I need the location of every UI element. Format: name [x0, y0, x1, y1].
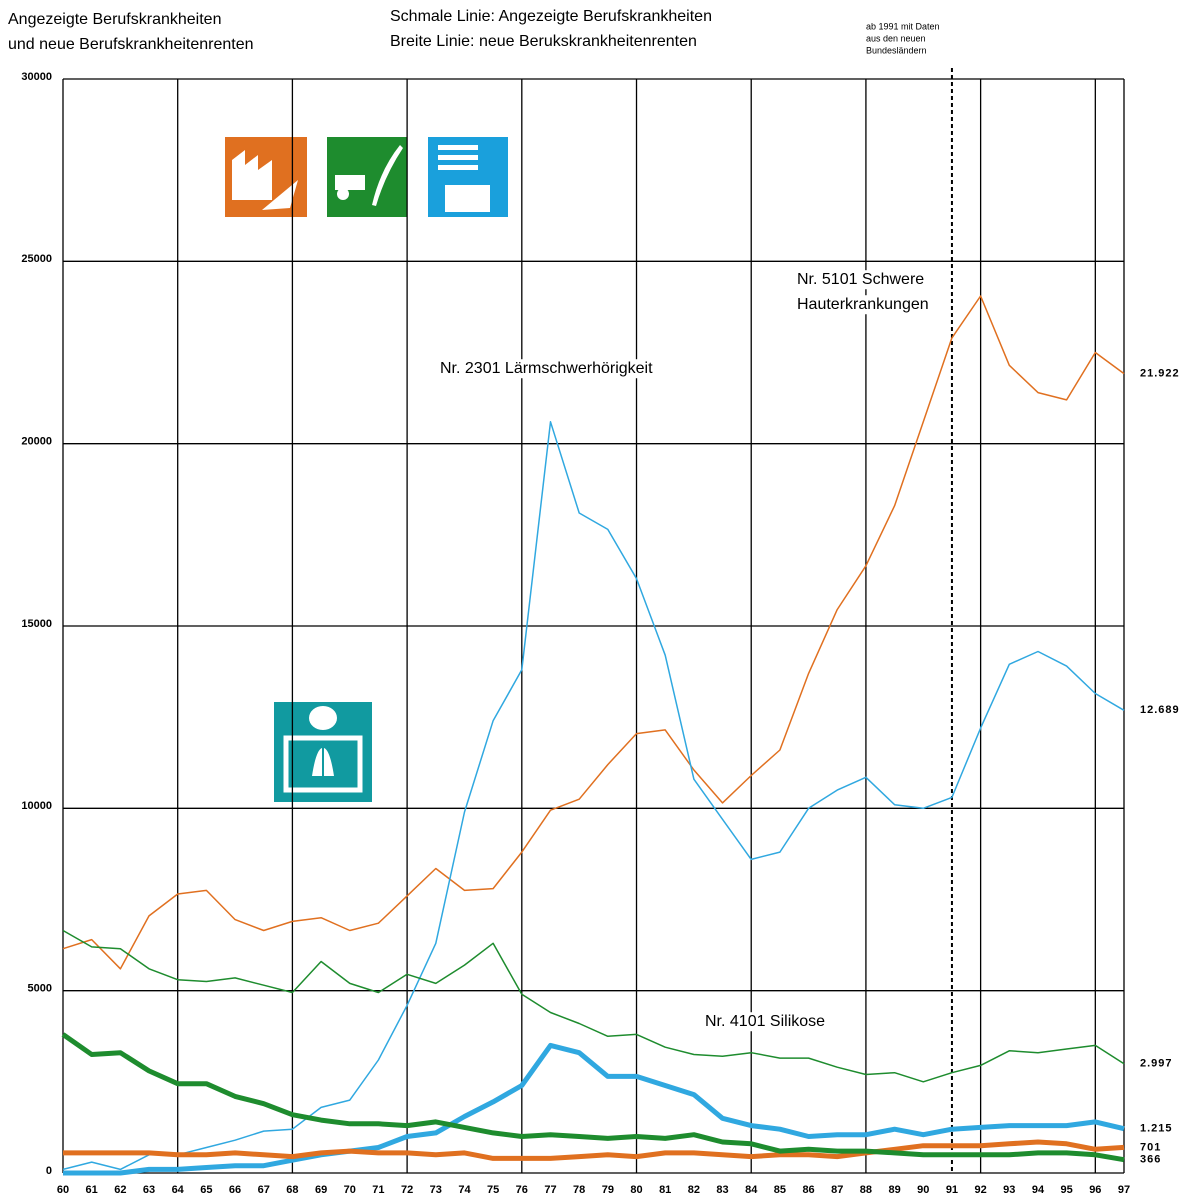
x-tick-label: 89: [888, 1184, 900, 1196]
y-tick-label: 20000: [21, 436, 52, 448]
agriculture-glyph: [335, 145, 403, 206]
x-tick-label: 70: [344, 1184, 356, 1196]
annotation: Nr. 4101 Silikose: [705, 1013, 825, 1030]
x-tick-label: 81: [659, 1184, 671, 1196]
annotation-bg: [702, 1012, 829, 1032]
chart-subtitle: Breite Linie: neue Berukskrankheitenrent…: [390, 33, 697, 50]
y-tick-label: 30000: [21, 71, 52, 83]
series-line: [62, 929, 1125, 1083]
x-tick-label: 73: [430, 1184, 442, 1196]
x-tick-label: 63: [143, 1184, 155, 1196]
x-tick-label: 80: [630, 1184, 642, 1196]
y-tick-label: 5000: [28, 983, 52, 995]
y-tick-label: 10000: [21, 800, 52, 812]
x-tick-label: 62: [114, 1184, 126, 1196]
annotation-bg: [437, 359, 657, 379]
x-tick-label: 74: [458, 1184, 471, 1196]
x-tick-label: 67: [258, 1184, 270, 1196]
end-label: 21.922: [1140, 367, 1180, 379]
plot: 0 5000 10000 15000 20000 25000 30000 60 61 62 63 64…: [8, 8, 1180, 1196]
x-tick-label: 65: [200, 1184, 212, 1196]
x-tick-label: 94: [1032, 1184, 1045, 1196]
xray-lungs: [312, 748, 334, 776]
x-tick-label: 83: [716, 1184, 728, 1196]
x-tick-label: 75: [487, 1184, 499, 1196]
x-tick-label: 85: [774, 1184, 786, 1196]
x-tick-label: 95: [1061, 1184, 1073, 1196]
x-tick-label: 97: [1118, 1184, 1130, 1196]
service-glyph: [438, 145, 490, 212]
end-label: 12.689: [1140, 704, 1180, 716]
divider-note: aus den neuen: [866, 33, 926, 43]
agriculture-wheel: [337, 188, 349, 200]
x-tick-label: 66: [229, 1184, 241, 1196]
end-label: 2.997: [1140, 1058, 1173, 1070]
chart-title: und neue Berufskrankheitenrenten: [8, 36, 254, 53]
annotation: Hauterkrankungen: [797, 296, 929, 313]
x-tick-label: 87: [831, 1184, 843, 1196]
series-line: [62, 295, 1125, 970]
annotation: Nr. 2301 Lärmschwerhörigkeit: [440, 360, 653, 377]
x-tick-label: 84: [745, 1184, 758, 1196]
industry-glyph: [232, 150, 298, 210]
y-tick-label: 25000: [21, 253, 52, 265]
x-tick-label: 96: [1089, 1184, 1101, 1196]
x-tick-label: 72: [401, 1184, 413, 1196]
y-tick-label: 0: [46, 1165, 52, 1177]
x-tick-label: 71: [372, 1184, 384, 1196]
icons: [225, 137, 508, 802]
x-tick-label: 68: [286, 1184, 298, 1196]
x-tick-label: 77: [544, 1184, 556, 1196]
end-label: 1.215: [1140, 1123, 1173, 1135]
series-line: [61, 1032, 1125, 1163]
end-label: 366: [1140, 1154, 1161, 1166]
divider-note: Bundesländern: [866, 45, 927, 55]
series-line: [63, 1042, 1125, 1176]
x-tick-label: 60: [57, 1184, 69, 1196]
annotation-bg: [794, 270, 928, 290]
x-tick-label: 90: [917, 1184, 929, 1196]
x-tick-label: 86: [802, 1184, 814, 1196]
x-tick-label: 78: [573, 1184, 585, 1196]
chart-title: Angezeigte Berufskrankheiten: [8, 11, 221, 28]
x-tick-label: 93: [1003, 1184, 1015, 1196]
x-tick-label: 76: [516, 1184, 528, 1196]
x-tick-label: 79: [602, 1184, 614, 1196]
annotation-bg: [794, 295, 932, 315]
chart-subtitle: Schmale Linie: Angezeigte Berufskrankhei…: [390, 8, 712, 25]
x-tick-label: 88: [860, 1184, 872, 1196]
divider-note: ab 1991 mit Daten: [866, 21, 940, 31]
annotation: Nr. 5101 Schwere: [797, 271, 924, 288]
end-label: 701: [1140, 1141, 1161, 1153]
x-tick-label: 91: [946, 1184, 958, 1196]
xray-frame: [283, 735, 363, 793]
series-line: [63, 1139, 1125, 1161]
x-tick-label: 64: [172, 1184, 185, 1196]
x-tick-label: 61: [86, 1184, 98, 1196]
x-tick-label: 92: [974, 1184, 986, 1196]
x-tick-label: 82: [688, 1184, 700, 1196]
y-tick-label: 15000: [21, 618, 52, 630]
x-tick-label: 69: [315, 1184, 327, 1196]
xray-head: [309, 706, 337, 730]
series-line: [62, 421, 1125, 1171]
